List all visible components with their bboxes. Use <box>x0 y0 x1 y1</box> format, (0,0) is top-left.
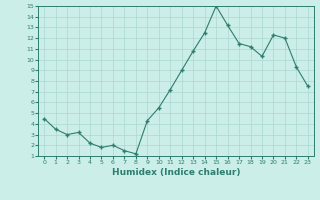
X-axis label: Humidex (Indice chaleur): Humidex (Indice chaleur) <box>112 168 240 177</box>
